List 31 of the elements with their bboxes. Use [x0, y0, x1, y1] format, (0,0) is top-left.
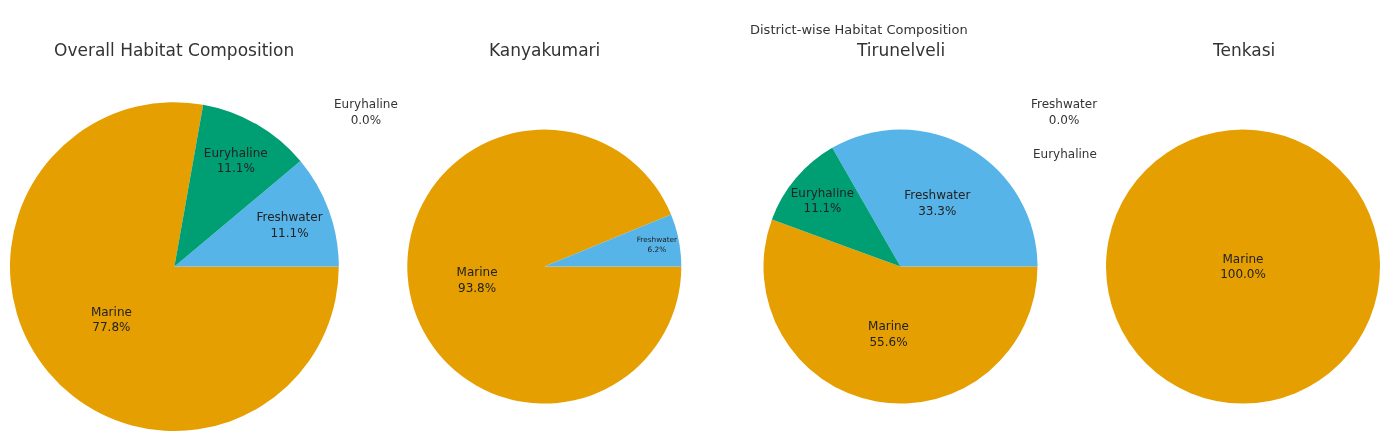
data-label: 93.8% [458, 280, 497, 295]
pie-slice [407, 129, 682, 404]
data-label: 55.6% [869, 334, 908, 349]
chart-title: Tirunelveli [856, 40, 946, 60]
pie-slice [763, 219, 1038, 404]
slice-label: Marine [868, 319, 909, 334]
data-label: 11.1% [270, 225, 309, 240]
data-label: 100.0% [1220, 267, 1266, 282]
category-label: Euryhaline [334, 97, 398, 111]
data-label: 11.1% [803, 201, 842, 216]
data-label: 77.8% [92, 320, 131, 335]
data-label: 33.3% [918, 203, 957, 218]
text: 0.0% [350, 112, 382, 127]
slice-label: Marine [456, 265, 498, 280]
text: 0.0% [1048, 112, 1080, 127]
slice-label: Freshwater [904, 188, 971, 203]
pie-slice [771, 147, 901, 267]
chart-title: Overall Habitat Composition [54, 40, 295, 60]
chart-title: Kanyakumari [489, 40, 601, 60]
slice-label: Marine [1222, 251, 1264, 266]
slice-label: Euryhaline [790, 186, 855, 201]
text: District-wise Habitat Composition [750, 22, 968, 37]
pie-slice [544, 214, 682, 267]
slice-label: Euryhaline [203, 145, 268, 160]
category-label: Freshwater [1031, 97, 1098, 111]
category-label: Euryhaline [1033, 147, 1097, 161]
data-label: 11.1% [216, 161, 255, 176]
pie-slice [174, 161, 339, 267]
slice-label: Freshwater [256, 209, 323, 224]
chart-title: Tenkasi [1212, 40, 1276, 60]
slice-label: Marine [90, 304, 132, 319]
